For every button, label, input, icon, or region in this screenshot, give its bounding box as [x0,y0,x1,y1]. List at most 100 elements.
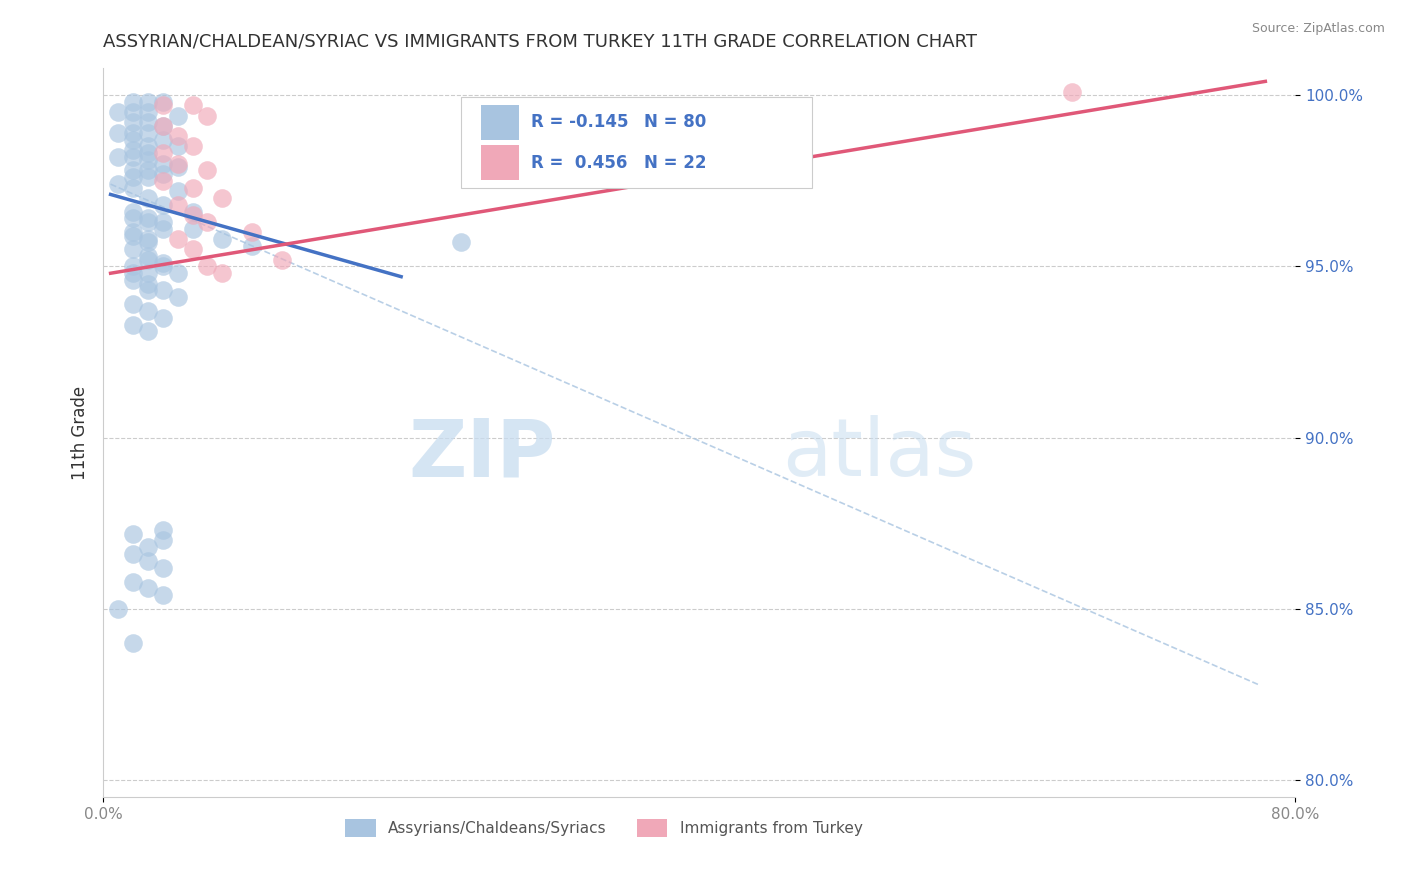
Point [107,126,129,140]
Point [136,284,159,298]
Point [166,139,188,153]
Point [152,588,174,602]
Point [107,602,129,616]
Point [136,249,159,263]
Point [197,260,219,274]
Point [181,242,204,256]
Point [181,139,204,153]
Point [136,325,159,339]
Point [136,211,159,226]
Y-axis label: 11th Grade: 11th Grade [72,385,89,480]
Point [136,191,159,205]
Point [122,143,145,157]
Point [136,139,159,153]
Point [152,310,174,325]
Point [122,95,145,109]
Point [166,198,188,212]
Point [122,225,145,239]
Point [136,115,159,129]
Point [122,115,145,129]
Point [152,119,174,133]
Point [136,235,159,250]
Point [152,119,174,133]
Point [107,150,129,164]
Text: N = 22: N = 22 [644,153,707,171]
Point [136,554,159,568]
Point [152,523,174,537]
Point [136,146,159,161]
Point [197,215,219,229]
Point [152,256,174,270]
Point [136,277,159,291]
Point [166,129,188,144]
FancyBboxPatch shape [481,145,519,180]
Point [166,109,188,123]
Point [122,150,145,164]
Point [166,160,188,174]
Point [136,126,159,140]
Point [166,266,188,280]
Point [152,174,174,188]
Text: Source: ZipAtlas.com: Source: ZipAtlas.com [1251,22,1385,36]
Point [122,636,145,650]
Text: atlas: atlas [783,416,977,493]
Point [122,297,145,311]
Point [152,260,174,274]
Point [240,225,263,239]
Point [152,533,174,548]
Point [122,170,145,185]
Point [122,266,145,280]
Point [181,98,204,112]
Point [211,266,233,280]
Point [181,204,204,219]
Point [136,266,159,280]
Point [152,284,174,298]
Point [107,105,129,120]
Point [136,95,159,109]
Point [197,163,219,178]
Point [136,163,159,178]
Point [136,582,159,596]
Text: ZIP: ZIP [409,416,557,493]
Point [197,109,219,123]
Point [122,133,145,147]
Point [152,95,174,109]
Point [211,232,233,246]
Point [166,290,188,304]
Point [240,239,263,253]
Point [122,228,145,243]
Point [136,541,159,555]
Point [271,252,294,267]
Point [107,177,129,191]
Point [136,215,159,229]
Point [136,232,159,246]
Point [152,198,174,212]
Point [122,211,145,226]
Point [136,153,159,168]
Point [152,167,174,181]
Point [166,156,188,170]
Point [152,146,174,161]
Point [152,215,174,229]
Point [122,318,145,332]
Point [152,561,174,575]
Point [122,526,145,541]
Point [122,204,145,219]
Point [211,191,233,205]
Point [122,242,145,256]
Text: R =  0.456: R = 0.456 [531,153,627,171]
Point [1060,85,1083,99]
Point [122,180,145,194]
Point [122,105,145,120]
Point [152,221,174,235]
Point [122,260,145,274]
Point [122,163,145,178]
Point [122,547,145,561]
Point [152,156,174,170]
Point [166,184,188,198]
Point [450,235,472,250]
Point [136,252,159,267]
Point [166,232,188,246]
Point [152,98,174,112]
Text: N = 80: N = 80 [644,113,707,131]
